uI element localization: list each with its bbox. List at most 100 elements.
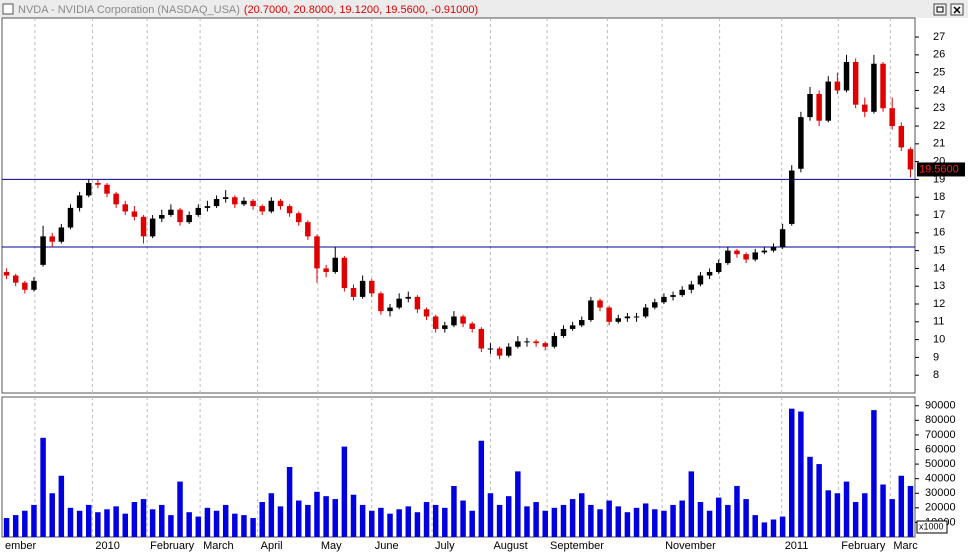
- volume-bar: [177, 481, 183, 537]
- y-tick-label: 24: [933, 84, 945, 96]
- y2-tick-label: 60000: [925, 443, 956, 455]
- volume-bar: [277, 506, 284, 537]
- candle-body: [588, 300, 594, 321]
- volume-bar: [76, 510, 83, 537]
- y2-tick-label: 30000: [925, 487, 956, 499]
- y2-tick-label: 80000: [925, 414, 956, 426]
- candle-body: [597, 300, 603, 308]
- candle-body: [688, 284, 695, 290]
- volume-bar: [542, 510, 548, 537]
- candle-body: [341, 257, 348, 288]
- candle-body: [359, 280, 366, 297]
- x-tick-label: September: [550, 540, 604, 552]
- candle-body: [95, 182, 101, 185]
- y-tick-label: 15: [933, 245, 945, 257]
- volume-bar: [305, 504, 311, 537]
- candle-body: [85, 182, 92, 196]
- candle-body: [168, 209, 174, 216]
- candle-body: [22, 282, 28, 290]
- volume-bar: [898, 475, 905, 537]
- y-tick-label: 21: [933, 138, 945, 150]
- candle-body: [743, 254, 749, 260]
- candle-body: [432, 316, 439, 329]
- candle-body: [232, 197, 238, 205]
- candle-body: [505, 346, 512, 356]
- volume-bar: [423, 502, 430, 537]
- volume-bar: [679, 500, 685, 537]
- candle-body: [542, 343, 548, 347]
- y-tick-label: 26: [933, 49, 945, 61]
- volume-bar: [49, 493, 55, 537]
- y-tick-label: 14: [933, 262, 945, 274]
- volume-bar: [515, 471, 521, 537]
- y-tick-label: 11: [933, 316, 944, 328]
- candle-body: [779, 229, 786, 248]
- candle-body: [104, 184, 110, 194]
- y-tick-label: 23: [933, 102, 945, 114]
- volume-bar: [432, 504, 439, 537]
- volume-bar: [715, 497, 722, 537]
- close-icon: [953, 6, 961, 14]
- candle-body: [852, 61, 859, 105]
- candle-body: [3, 271, 10, 276]
- y2-tick-label: 90000: [925, 400, 956, 412]
- volume-bar: [706, 510, 713, 537]
- candle-body: [277, 200, 284, 207]
- volume-bar: [268, 493, 275, 537]
- volume-bar: [496, 504, 503, 537]
- candle-body: [615, 318, 622, 322]
- restore-button[interactable]: [933, 3, 947, 16]
- candle-body: [76, 195, 83, 208]
- candle-body: [295, 213, 302, 223]
- volume-bar: [579, 493, 585, 537]
- volume-bar: [22, 510, 28, 537]
- candle-body: [871, 63, 877, 112]
- x-tick-label: November: [665, 540, 716, 552]
- volume-bar: [725, 504, 731, 537]
- candle-body: [569, 325, 576, 329]
- volume-bar: [122, 513, 128, 537]
- volume-bar: [889, 499, 895, 537]
- unit-box: [916, 520, 948, 534]
- x-tick-label: ember: [5, 540, 37, 552]
- candle-body: [551, 336, 558, 347]
- candle-body: [12, 275, 19, 283]
- candle-body: [149, 218, 156, 237]
- candle-body: [679, 289, 685, 296]
- volume-bar: [524, 506, 530, 537]
- volume-bar: [633, 507, 640, 537]
- candle-body: [131, 211, 138, 217]
- y-tick-label: 8: [933, 369, 939, 381]
- candle-body: [451, 316, 457, 326]
- y-tick-label: 9: [933, 351, 939, 363]
- x-tick-label: 2011: [785, 540, 809, 552]
- candle-body: [496, 348, 503, 356]
- candle-body: [323, 268, 329, 272]
- candle-body: [405, 296, 412, 299]
- volume-bar: [396, 509, 402, 537]
- candle-body: [725, 250, 731, 264]
- volume-bar: [414, 512, 421, 537]
- candle-body: [652, 302, 658, 308]
- volume-bar: [834, 493, 841, 537]
- volume-bar: [642, 503, 649, 537]
- candle-body: [67, 207, 74, 228]
- volume-bar: [907, 485, 914, 537]
- volume-bar: [222, 504, 229, 537]
- candle-body: [670, 295, 676, 297]
- candle-body: [807, 93, 813, 118]
- y-tick-label: 22: [933, 120, 945, 132]
- volume-bar: [588, 504, 594, 537]
- candle-body: [396, 298, 402, 308]
- volume-bar: [451, 485, 457, 537]
- candle-body: [843, 61, 850, 91]
- volume-bar: [323, 496, 329, 537]
- y-tick-label: 16: [933, 227, 945, 239]
- volume-bar: [159, 504, 165, 537]
- x-tick-label: February: [150, 540, 195, 552]
- candle-body: [140, 216, 147, 237]
- candle-body: [122, 204, 128, 212]
- candle-body: [286, 206, 293, 214]
- candle-body: [186, 215, 192, 223]
